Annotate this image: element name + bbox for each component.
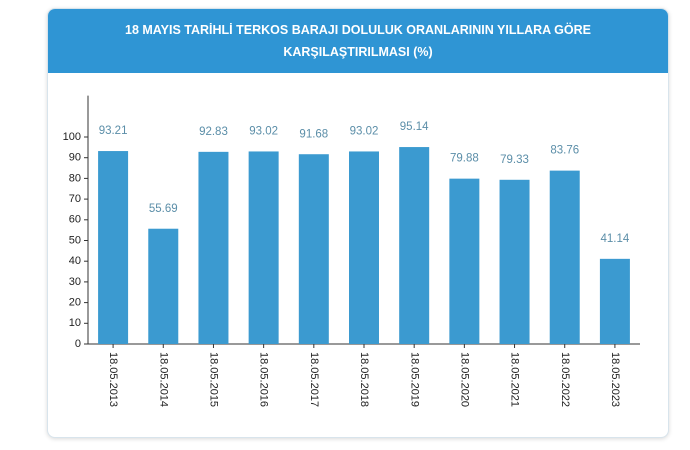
bar [549,170,580,344]
value-label: 79.88 [450,153,479,165]
y-tick-label: 20 [69,297,81,309]
x-tick-label: 18.05.2014 [157,352,169,407]
x-tick-label: 18.05.2016 [258,352,270,407]
x-tick-label: 18.05.2017 [308,352,320,407]
bar [98,151,129,344]
value-label: 93.02 [249,125,278,137]
y-tick-label: 80 [69,172,81,184]
y-tick-label: 30 [69,276,81,288]
value-label: 79.33 [500,154,529,166]
x-tick-label: 18.05.2022 [559,352,571,407]
x-tick-label: 18.05.2015 [208,352,220,407]
value-label: 95.14 [400,121,429,133]
value-label: 93.21 [99,125,128,137]
y-tick-label: 50 [69,234,81,246]
y-tick-label: 40 [69,255,81,267]
bar [399,147,430,344]
bar [349,151,379,344]
bar [198,151,229,344]
bar [449,178,480,344]
bar [298,154,329,344]
x-tick-label: 18.05.2020 [458,352,470,407]
bar [499,179,530,344]
chart-header: 18 MAYIS TARİHLİ TERKOS BARAJI DOLULUK O… [48,9,668,73]
y-tick-label: 70 [69,193,81,205]
value-label: 41.14 [601,233,630,245]
x-tick-label: 18.05.2013 [107,352,119,407]
x-tick-label: 18.05.2021 [509,352,521,407]
value-label: 55.69 [149,203,178,215]
x-tick-label: 18.05.2019 [408,352,420,407]
value-label: 93.02 [350,125,379,137]
y-tick-label: 10 [69,317,81,329]
y-tick-label: 90 [69,152,81,164]
x-tick-label: 18.05.2018 [358,352,370,407]
chart-title: 18 MAYIS TARİHLİ TERKOS BARAJI DOLULUK O… [125,23,591,59]
value-label: 92.83 [199,126,228,138]
bar [599,258,630,344]
y-tick-label: 100 [63,131,81,143]
value-label: 91.68 [299,128,328,140]
bar [248,151,279,344]
bar [148,228,179,344]
value-label: 83.76 [550,145,579,157]
x-tick-label: 18.05.2023 [609,352,621,407]
y-tick-label: 60 [69,214,81,226]
y-tick-label: 0 [75,338,81,350]
